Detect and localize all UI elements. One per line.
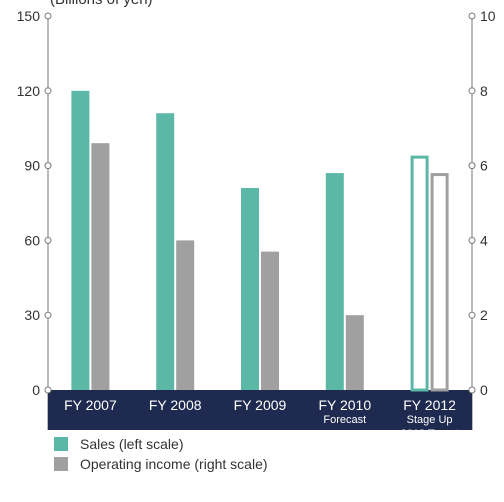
right-tick-label: 6 [480,158,488,174]
right-tick-marker [468,87,476,95]
left-tick-label: 30 [24,307,40,323]
category-sublabel: Stage Up [407,414,453,426]
category-sublabel: Forecast [323,414,366,426]
category-label: FY 2012 [403,397,456,413]
legend-label-sales: Sales (left scale) [80,436,184,452]
category-label: FY 2009 [234,397,287,413]
legend-label-operating-income: Operating income (right scale) [80,456,268,472]
right-tick-label: 10 [480,8,496,24]
category-sublabel: 2012 Target [401,428,459,440]
legend-swatch-sales [54,437,68,451]
right-tick-label: 4 [480,232,488,248]
chart-legend: Sales (left scale) Operating income (rig… [54,434,268,474]
bar-operating-income-2 [176,240,195,390]
right-tick-marker [468,162,476,170]
right-tick-marker [468,311,476,319]
category-label: FY 2007 [64,397,117,413]
left-tick-marker [44,311,52,319]
right-tick-marker [468,236,476,244]
right-tick-marker [468,12,476,20]
legend-item-sales: Sales (left scale) [54,434,268,454]
bar-sales-2 [156,113,175,391]
legend-item-operating-income: Operating income (right scale) [54,454,268,474]
left-tick-marker [44,12,52,20]
right-tick-marker [468,386,476,394]
category-label: FY 2008 [149,397,202,413]
legend-swatch-operating-income [54,457,68,471]
right-tick-label: 0 [480,382,488,398]
right-tick-label: 8 [480,83,488,99]
left-tick-marker [44,162,52,170]
category-band [48,390,472,430]
left-tick-label: 60 [24,232,40,248]
bar-operating-income-4 [345,315,364,390]
right-tick-label: 2 [480,307,488,323]
left-axis-unit-label: (Billions of yen) [50,0,153,8]
bar-operating-income-3 [261,251,279,390]
left-tick-marker [44,236,52,244]
left-tick-label: 120 [17,83,41,99]
bar-operating-income-5 [430,173,449,392]
bar-sales-1 [71,90,90,391]
bar-sales-3 [241,188,259,390]
left-tick-label: 150 [17,8,41,24]
category-label: FY 2010 [318,397,371,413]
bar-sales-4 [325,173,344,390]
left-tick-label: 90 [24,158,40,174]
left-tick-marker [44,87,52,95]
left-tick-marker [44,386,52,394]
left-tick-label: 0 [32,382,40,398]
bar-sales-5 [410,155,429,392]
bar-operating-income-1 [91,143,110,390]
